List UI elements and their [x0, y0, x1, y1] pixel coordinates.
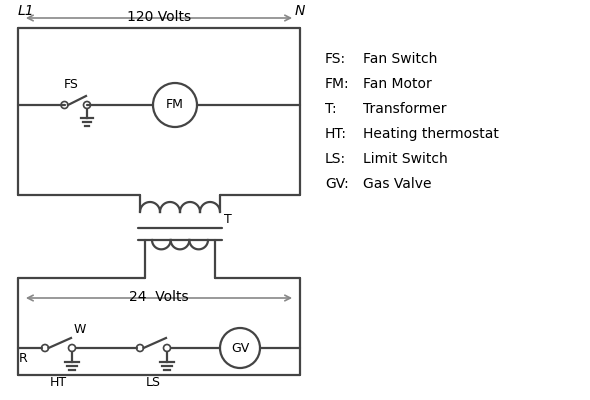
Text: Fan Motor: Fan Motor [363, 77, 432, 91]
Text: LS: LS [146, 376, 161, 389]
Text: Fan Switch: Fan Switch [363, 52, 437, 66]
Text: L1: L1 [18, 4, 35, 18]
Text: 24  Volts: 24 Volts [129, 290, 189, 304]
Text: HT: HT [50, 376, 67, 389]
Text: N: N [295, 4, 305, 18]
Text: T:: T: [325, 102, 337, 116]
Text: Heating thermostat: Heating thermostat [363, 127, 499, 141]
Text: GV:: GV: [325, 177, 349, 191]
Text: Transformer: Transformer [363, 102, 447, 116]
Text: FS: FS [64, 78, 79, 91]
Text: 120 Volts: 120 Volts [127, 10, 191, 24]
Text: Limit Switch: Limit Switch [363, 152, 448, 166]
Text: T: T [224, 213, 232, 226]
Text: R: R [19, 352, 28, 365]
Text: GV: GV [231, 342, 249, 354]
Text: Gas Valve: Gas Valve [363, 177, 431, 191]
Text: LS:: LS: [325, 152, 346, 166]
Text: FM: FM [166, 98, 184, 112]
Text: FM:: FM: [325, 77, 350, 91]
Text: FS:: FS: [325, 52, 346, 66]
Text: W: W [74, 323, 86, 336]
Text: HT:: HT: [325, 127, 347, 141]
